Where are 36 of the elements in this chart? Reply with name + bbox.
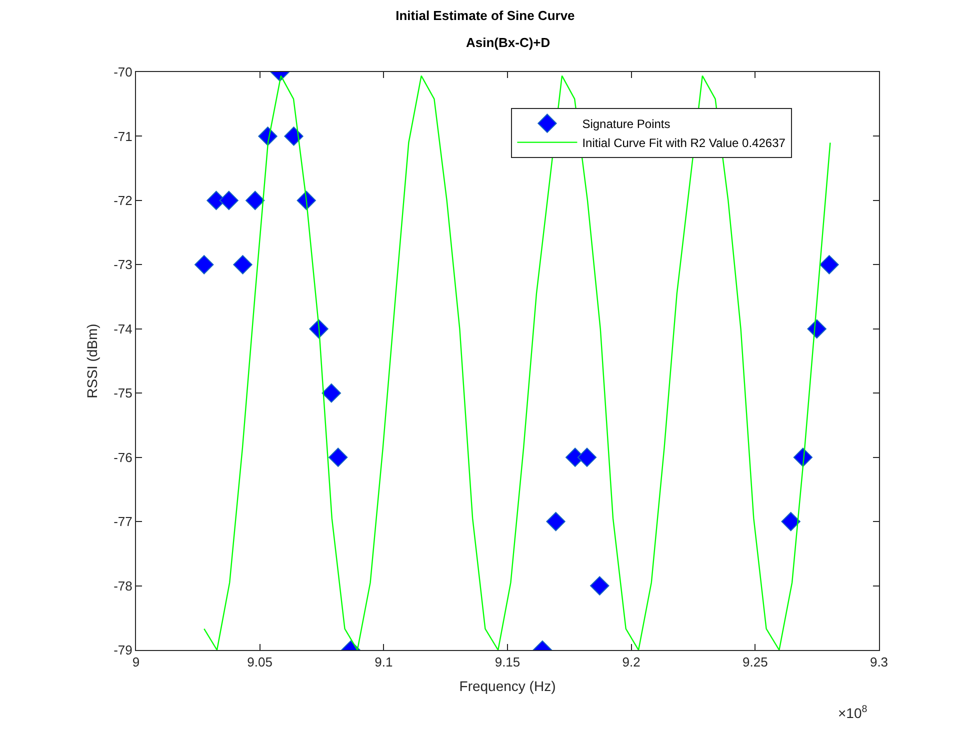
point xyxy=(246,190,265,210)
point xyxy=(546,512,566,532)
point xyxy=(328,448,348,467)
legend-label: Signature Points xyxy=(582,117,670,132)
point xyxy=(577,448,597,467)
y-tick-label: -76 xyxy=(114,450,132,465)
y-tick-label: -73 xyxy=(114,257,132,272)
x-axis-title: Frequency (Hz) xyxy=(459,678,556,694)
x-tick-label: 9.1 xyxy=(374,654,393,670)
y-tick-label: -77 xyxy=(114,514,132,530)
chart-title: Initial Estimate of Sine Curve xyxy=(396,8,575,24)
point xyxy=(233,255,252,274)
y-tick-label: -78 xyxy=(114,578,132,594)
y-tick-label: -74 xyxy=(114,321,132,336)
point xyxy=(219,190,238,210)
x-tick-label: 9 xyxy=(132,654,140,670)
y-tick-label: -72 xyxy=(114,192,132,208)
chart-subtitle: Asin(Bx-C)+D xyxy=(466,35,550,50)
point xyxy=(820,255,839,274)
x-tick-label: 9.25 xyxy=(742,654,768,670)
point xyxy=(590,576,610,596)
x-tick-label: 9.15 xyxy=(494,654,520,670)
point xyxy=(781,512,800,532)
x-tick-label: 9.2 xyxy=(622,654,640,670)
y-axis-title: RSSI (dBm) xyxy=(84,324,100,398)
y-tick-label: -75 xyxy=(114,386,132,401)
x-tick-label: 9.05 xyxy=(247,654,272,670)
point xyxy=(322,384,342,403)
point xyxy=(284,126,304,146)
y-tick-label: -79 xyxy=(114,642,132,658)
y-tick-label: -71 xyxy=(114,128,132,144)
text: ×10$^{8}$ xyxy=(838,704,868,721)
legend-label: Initial Curve Fit with R2 Value 0.42637 xyxy=(582,136,786,150)
point xyxy=(194,255,214,274)
x-tick-label: 9.3 xyxy=(870,654,888,670)
y-tick-label: -70 xyxy=(114,64,132,80)
